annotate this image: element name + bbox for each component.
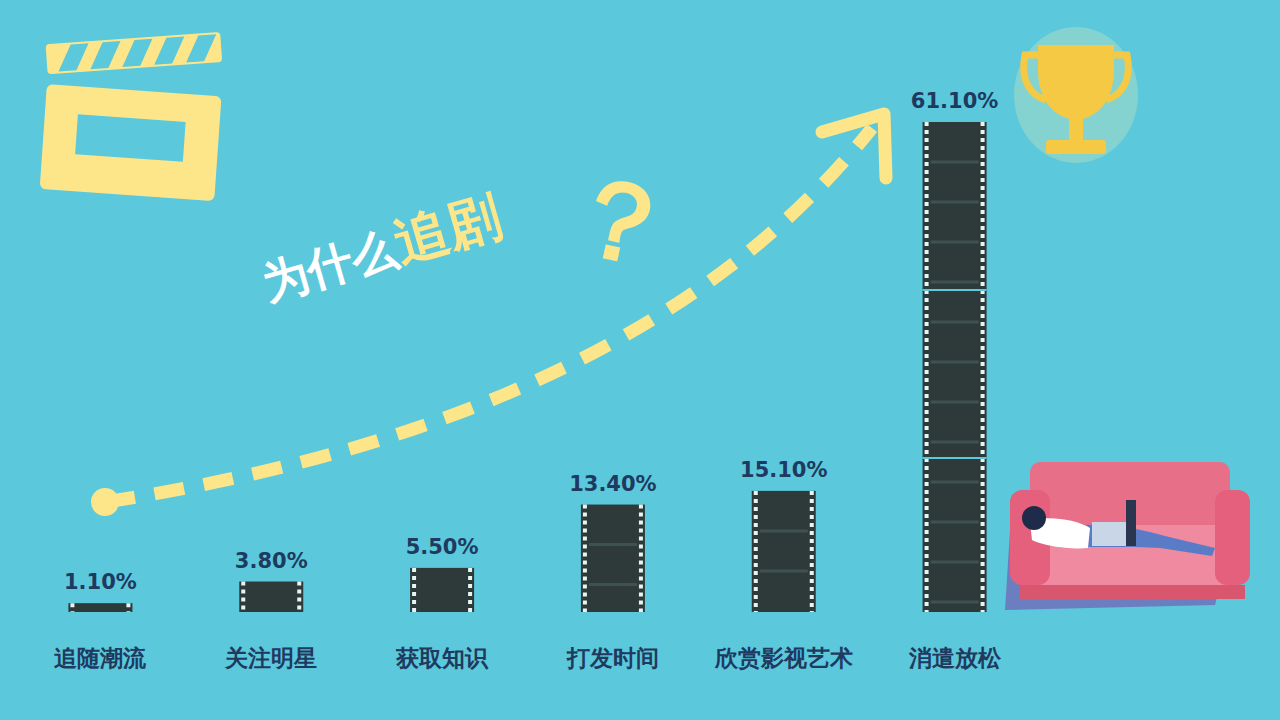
clapper-stripe (89, 41, 123, 69)
film-frame (931, 561, 979, 564)
sofa-base (1020, 585, 1245, 599)
bar (923, 122, 987, 612)
film-frame (931, 361, 979, 364)
laptop-base (1092, 522, 1128, 546)
labels: 1.10% 追随潮流 3.80% 关注明星 5.50% 获取知识 13.40% 打发时间 15.… (54, 89, 1001, 671)
category-label: 追随潮流 (54, 645, 147, 671)
title: 为什么追剧 (254, 184, 508, 312)
trophy-stem (1069, 118, 1083, 140)
film-frame (589, 543, 637, 546)
film-holes (297, 582, 301, 612)
clapper-stripe (57, 43, 91, 71)
film-holes (639, 505, 643, 612)
film-frame (931, 281, 979, 284)
data-label: 3.80% (235, 549, 308, 573)
film-frame (760, 569, 808, 572)
clapper-window (75, 114, 186, 161)
film-holes (412, 568, 416, 612)
bar (581, 505, 645, 612)
sofa-illustration (1005, 462, 1250, 610)
clapper-stripe (152, 37, 186, 65)
film-joint (923, 457, 987, 459)
trophy-cup (1038, 45, 1114, 120)
data-label: 15.10% (740, 458, 827, 482)
clapper-stripe (121, 39, 155, 67)
film-frame (931, 161, 979, 164)
title-part: 追剧 (387, 184, 508, 274)
arrow-line (105, 128, 872, 502)
film-frame (589, 583, 637, 586)
film-holes (583, 505, 587, 612)
sofa-arm (1215, 490, 1250, 585)
film-holes (126, 603, 130, 612)
trophy-handle (1024, 55, 1046, 100)
bar (410, 568, 474, 612)
clapper-body (40, 84, 222, 201)
trophy-base (1046, 140, 1106, 154)
clapperboard-icon (35, 20, 226, 201)
trend-arrow (91, 114, 886, 516)
film-holes (981, 122, 985, 612)
film-holes (468, 568, 472, 612)
trophy-handle (1106, 55, 1128, 100)
film-holes (810, 491, 814, 612)
film-frame (760, 529, 808, 532)
background (0, 0, 1280, 720)
trophy-glow (1014, 27, 1138, 163)
clapper-stripe (184, 34, 218, 62)
category-label: 欣赏影视艺术 (714, 645, 853, 671)
bar (239, 582, 303, 612)
category-label: 获取知识 (395, 645, 489, 671)
film-joint (923, 289, 987, 291)
category-label: 消遣放松 (908, 645, 1002, 671)
laptop-screen (1126, 500, 1136, 546)
film-holes (754, 491, 758, 612)
film-frame (931, 321, 979, 324)
film-frame (931, 521, 979, 524)
clapper-stick (46, 32, 223, 74)
chart-canvas: 为什么追剧 ？ 1.10% 追随潮流 3.80% 关注明星 5.50% 获取知识 13.40% 打… (0, 0, 1280, 720)
data-label: 61.10% (911, 89, 998, 113)
bar (68, 603, 132, 612)
trophy-icon (1014, 27, 1138, 163)
person-hair (1022, 506, 1046, 530)
arrow-head (822, 114, 886, 178)
data-label: 1.10% (64, 570, 137, 594)
arrow-start (91, 488, 119, 516)
title-part: 为什么 (256, 220, 404, 310)
bars (68, 122, 986, 612)
data-label: 13.40% (569, 472, 656, 496)
film-frame (931, 481, 979, 484)
category-label: 打发时间 (566, 645, 659, 671)
film-frame (931, 601, 979, 604)
film-holes (70, 603, 74, 612)
film-frame (931, 401, 979, 404)
film-frame (931, 241, 979, 244)
film-holes (925, 122, 929, 612)
annotation: ？ (553, 147, 687, 295)
film-frame (931, 201, 979, 204)
data-label: 5.50% (406, 535, 479, 559)
bar (752, 491, 816, 612)
film-holes (241, 582, 245, 612)
film-frame (931, 441, 979, 444)
category-label: 关注明星 (224, 645, 317, 671)
clapper-top (46, 32, 223, 74)
